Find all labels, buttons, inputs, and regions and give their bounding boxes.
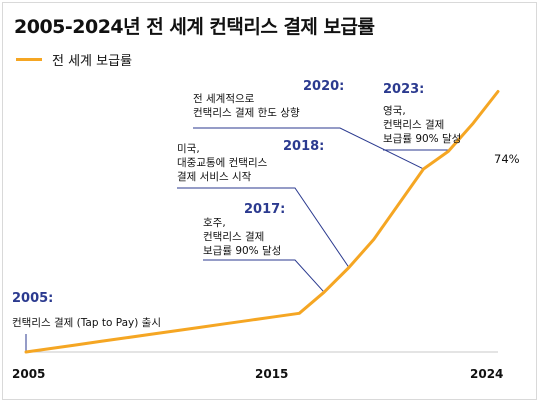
legend-label: 전 세계 보급률 [52, 54, 133, 69]
legend: 전 세계 보급률 [16, 50, 132, 69]
x-tick-label: 2024 [470, 367, 503, 381]
annotation-text: 미국, [177, 143, 200, 155]
end-value-label: 74% [494, 152, 520, 166]
annotation-text: 컨택리스 결제 한도 상향 [193, 107, 300, 119]
leader-2018 [177, 187, 350, 268]
annotation-text: 보급률 90% 달성 [203, 245, 281, 257]
annotation-year: 2020: [303, 79, 344, 94]
annotation-text: 호주, [203, 217, 226, 229]
chart-frame [2, 2, 537, 400]
annotation-text: 보급률 90% 달성 [383, 133, 461, 145]
series-line [24, 90, 500, 354]
annotation-year: 2018: [283, 139, 324, 154]
annotation-text: 컨택리스 결제 [383, 119, 444, 131]
annotation-text: 전 세계적으로 [193, 93, 255, 105]
annotation-text: 결제 서비스 시작 [177, 171, 252, 183]
annotation-year: 2005: [12, 291, 53, 306]
chart-title: 2005-2024년 전 세계 컨택리스 결제 보급률 [14, 16, 375, 38]
annotation-year: 2023: [383, 82, 424, 97]
annotation-text: 영국, [383, 105, 406, 117]
leader-2020 [193, 127, 424, 170]
leader-2017 [203, 259, 325, 293]
annotation-text: 컨택리스 결제 [203, 231, 264, 243]
x-tick-label: 2005 [12, 367, 45, 381]
annotation-text: 컨택리스 결제 (Tap to Pay) 출시 [12, 317, 161, 329]
annotation-year: 2017: [244, 202, 285, 217]
legend-swatch [16, 58, 42, 61]
x-tick-label: 2015 [255, 367, 288, 381]
annotation-text: 대중교통에 컨택리스 [177, 157, 268, 169]
